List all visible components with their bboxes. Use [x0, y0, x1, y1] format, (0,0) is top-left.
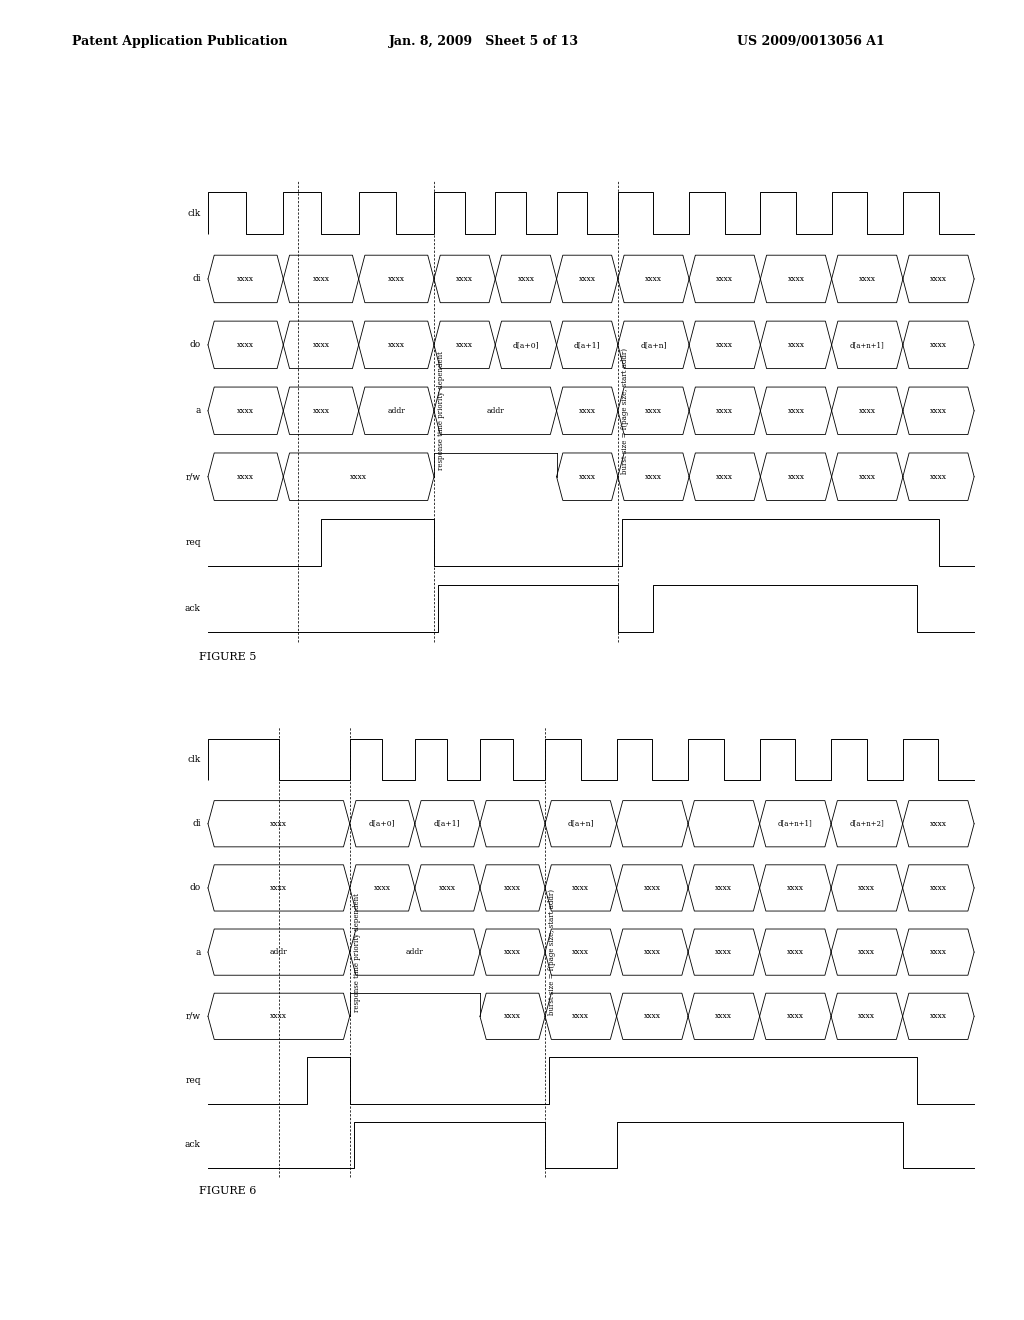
Text: xxxx: xxxx — [270, 884, 288, 892]
Text: xxxx: xxxx — [456, 275, 473, 282]
Text: xxxx: xxxx — [859, 473, 876, 480]
Text: xxxx: xxxx — [579, 473, 596, 480]
Text: d[a+n+1]: d[a+n+1] — [850, 341, 885, 348]
Text: xxxx: xxxx — [504, 1012, 521, 1020]
Text: xxxx: xxxx — [716, 407, 733, 414]
Text: xxxx: xxxx — [388, 341, 404, 348]
Text: xxxx: xxxx — [374, 884, 391, 892]
Text: xxxx: xxxx — [716, 473, 733, 480]
Text: xxxx: xxxx — [787, 275, 805, 282]
Text: d[a+0]: d[a+0] — [369, 820, 395, 828]
Text: xxxx: xxxx — [456, 341, 473, 348]
Text: req: req — [185, 539, 201, 546]
Text: xxxx: xxxx — [786, 948, 804, 956]
Text: FIGURE 6: FIGURE 6 — [199, 1187, 256, 1196]
Text: xxxx: xxxx — [504, 948, 521, 956]
Text: xxxx: xxxx — [238, 473, 254, 480]
Text: d[a+n]: d[a+n] — [567, 820, 594, 828]
Text: xxxx: xxxx — [930, 407, 947, 414]
Text: d[a+n+2]: d[a+n+2] — [850, 820, 885, 828]
Text: a: a — [196, 407, 201, 416]
Text: a: a — [196, 948, 201, 957]
Text: addr: addr — [486, 407, 504, 414]
Text: xxxx: xxxx — [270, 1012, 288, 1020]
Text: d[a+n+1]: d[a+n+1] — [778, 820, 813, 828]
Text: xxxx: xxxx — [270, 820, 288, 828]
Text: d[a+1]: d[a+1] — [573, 341, 600, 348]
Text: xxxx: xxxx — [644, 1012, 660, 1020]
Text: xxxx: xxxx — [388, 275, 404, 282]
Text: xxxx: xxxx — [716, 341, 733, 348]
Text: req: req — [185, 1076, 201, 1085]
Text: xxxx: xxxx — [859, 275, 876, 282]
Text: d[a+0]: d[a+0] — [513, 341, 540, 348]
Text: r/w: r/w — [185, 473, 201, 482]
Text: xxxx: xxxx — [787, 341, 805, 348]
Text: FIGURE 5: FIGURE 5 — [199, 652, 256, 661]
Text: di: di — [193, 275, 201, 284]
Text: xxxx: xxxx — [645, 275, 662, 282]
Text: di: di — [193, 820, 201, 828]
Text: xxxx: xxxx — [787, 407, 805, 414]
Text: xxxx: xxxx — [930, 948, 947, 956]
Text: xxxx: xxxx — [716, 1012, 732, 1020]
Text: xxxx: xxxx — [858, 1012, 876, 1020]
Text: xxxx: xxxx — [786, 1012, 804, 1020]
Text: xxxx: xxxx — [645, 473, 662, 480]
Text: Patent Application Publication: Patent Application Publication — [72, 36, 287, 48]
Text: response time priority dependent: response time priority dependent — [437, 351, 445, 470]
Text: US 2009/0013056 A1: US 2009/0013056 A1 — [737, 36, 885, 48]
Text: xxxx: xxxx — [786, 884, 804, 892]
Text: clk: clk — [187, 755, 201, 764]
Text: xxxx: xxxx — [504, 884, 521, 892]
Text: Jan. 8, 2009   Sheet 5 of 13: Jan. 8, 2009 Sheet 5 of 13 — [389, 36, 580, 48]
Text: r/w: r/w — [185, 1012, 201, 1020]
Text: burst size = f(page size, start addr): burst size = f(page size, start addr) — [621, 347, 629, 474]
Text: xxxx: xxxx — [930, 275, 947, 282]
Text: do: do — [189, 341, 201, 350]
Text: xxxx: xxxx — [645, 407, 662, 414]
Text: xxxx: xxxx — [858, 884, 876, 892]
Text: xxxx: xxxx — [517, 275, 535, 282]
Text: xxxx: xxxx — [858, 948, 876, 956]
Text: xxxx: xxxx — [312, 341, 330, 348]
Text: xxxx: xxxx — [787, 473, 805, 480]
Text: xxxx: xxxx — [312, 407, 330, 414]
Text: xxxx: xxxx — [930, 884, 947, 892]
Text: xxxx: xxxx — [572, 948, 590, 956]
Text: ack: ack — [185, 1140, 201, 1150]
Text: xxxx: xxxx — [579, 275, 596, 282]
Text: xxxx: xxxx — [238, 275, 254, 282]
Text: addr: addr — [406, 948, 424, 956]
Text: addr: addr — [270, 948, 288, 956]
Text: xxxx: xxxx — [312, 275, 330, 282]
Text: xxxx: xxxx — [238, 407, 254, 414]
Text: xxxx: xxxx — [572, 884, 590, 892]
Text: response time priority dependent: response time priority dependent — [353, 892, 360, 1011]
Text: do: do — [189, 883, 201, 892]
Text: xxxx: xxxx — [930, 820, 947, 828]
Text: xxxx: xxxx — [716, 884, 732, 892]
Text: d[a+1]: d[a+1] — [434, 820, 461, 828]
Text: xxxx: xxxx — [930, 1012, 947, 1020]
Text: d[a+n]: d[a+n] — [640, 341, 667, 348]
Text: xxxx: xxxx — [644, 948, 660, 956]
Text: xxxx: xxxx — [716, 948, 732, 956]
Text: xxxx: xxxx — [439, 884, 456, 892]
Text: xxxx: xxxx — [930, 473, 947, 480]
Text: burst size = f(page size, start addr): burst size = f(page size, start addr) — [548, 890, 556, 1015]
Text: xxxx: xxxx — [579, 407, 596, 414]
Text: clk: clk — [187, 209, 201, 218]
Text: addr: addr — [387, 407, 406, 414]
Text: xxxx: xxxx — [716, 275, 733, 282]
Text: xxxx: xxxx — [930, 341, 947, 348]
Text: xxxx: xxxx — [859, 407, 876, 414]
Text: xxxx: xxxx — [644, 884, 660, 892]
Text: xxxx: xxxx — [572, 1012, 590, 1020]
Text: xxxx: xxxx — [350, 473, 368, 480]
Text: xxxx: xxxx — [238, 341, 254, 348]
Text: ack: ack — [185, 605, 201, 612]
